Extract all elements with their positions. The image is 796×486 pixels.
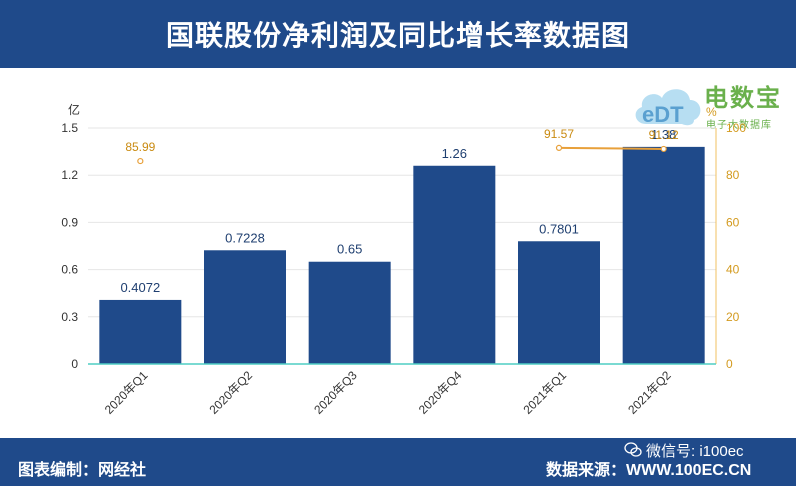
x-tick-label: 2020年Q4: [416, 368, 465, 417]
x-tick-label: 2020年Q2: [207, 368, 256, 417]
bar: [308, 261, 391, 364]
y-left-tick-label: 0: [71, 357, 78, 371]
bar-data-label: 0.4072: [120, 280, 160, 295]
y-left-tick-label: 1.2: [61, 168, 78, 182]
x-tick-label: 2021年Q1: [521, 368, 570, 417]
footer-source-text: 数据来源：WWW.100EC.CN: [546, 462, 752, 479]
bar-data-label: 0.7801: [539, 221, 579, 236]
growth-point: [137, 157, 144, 165]
growth-data-label: 85.99: [125, 140, 155, 154]
y-right-tick-label: 20: [726, 310, 740, 324]
x-tick-label: 2020年Q3: [311, 368, 360, 417]
bar: [413, 165, 496, 364]
header-bar: [0, 0, 796, 68]
bar-data-label: 0.7228: [225, 230, 265, 245]
bar: [204, 250, 286, 364]
bar-data-label: 1.26: [442, 146, 467, 161]
x-tick-label: 2020年Q1: [102, 368, 151, 417]
footer-author-text: 图表编制：网经社: [18, 462, 147, 479]
footer-bar: [0, 438, 796, 486]
y-right-tick-label: 100: [726, 121, 746, 135]
logo-sub-text: 电子大数据库: [706, 120, 772, 131]
y-left-tick-label: 0.3: [61, 310, 78, 324]
cloud-logo-icon: eDT: [635, 89, 701, 127]
wechat-icon: [624, 442, 642, 457]
y-right-tick-label: 40: [726, 263, 740, 277]
y-right-tick-label: 60: [726, 215, 740, 229]
edt-logo: eDT 电数宝 电子大数据库: [628, 76, 790, 138]
bar: [622, 146, 705, 364]
y-right-unit: %: [706, 105, 717, 119]
bar: [99, 299, 182, 364]
wechat-id-text: 微信号: i100ec: [646, 442, 744, 460]
logo-main-text: 电数宝: [704, 85, 782, 112]
y-right-tick-label: 80: [726, 168, 740, 182]
growth-point: [660, 145, 667, 153]
y-left-unit: 亿: [68, 102, 80, 117]
bar: [518, 241, 600, 364]
y-right-tick-label: 0: [726, 357, 733, 371]
chart-area: 0 0.3 0.6 0.9 1.2 1.5 亿 0 20 40 60 80 100% 0.4072 0.72…: [61, 102, 746, 417]
bar-data-label: 0.65: [337, 242, 362, 257]
growth-data-label: 91.57: [544, 127, 574, 141]
chart-title: 国联股份净利润及同比增长率数据图: [165, 20, 630, 51]
y-left-tick-label: 1.5: [61, 121, 78, 135]
bar-data-label: 1.38: [651, 127, 676, 142]
growth-data-label: 91.12: [649, 128, 679, 142]
y-left-tick-label: 0.6: [61, 263, 78, 277]
growth-line-segment: [558, 146, 664, 150]
growth-point: [555, 144, 563, 151]
x-tick-label: 2021年Q2: [625, 368, 674, 417]
y-left-tick-label: 0.9: [61, 215, 78, 229]
logo-cloud-text: eDT: [642, 102, 684, 127]
wechat-watermark: 微信号: i100ec: [624, 440, 744, 460]
